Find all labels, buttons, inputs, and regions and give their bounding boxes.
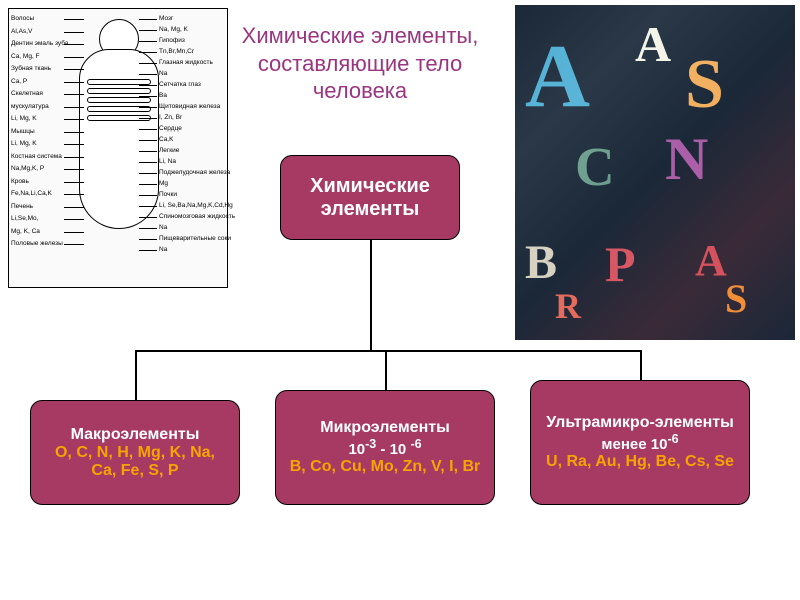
- art-glyph: C: [575, 135, 615, 198]
- anatomy-label: Сердце: [159, 125, 182, 132]
- child-elements: O, C, N, H, Mg, K, Na, Ca, Fe, S, P: [41, 444, 229, 480]
- anatomy-label: Поджелудочная железа: [159, 169, 230, 176]
- anatomy-label: Li, Mg, K: [11, 115, 37, 122]
- root-label: Химические элементы: [291, 175, 449, 221]
- anatomy-label: Al,As,V: [11, 28, 32, 35]
- art-glyph: B: [525, 235, 557, 290]
- root-node: Химические элементы: [280, 155, 460, 240]
- child-heading: Макроэлементы: [71, 426, 200, 444]
- anatomy-label: Печень: [11, 203, 33, 210]
- anatomy-label: Дентин эмаль зуба: [11, 40, 68, 47]
- anatomy-label: Волосы: [11, 15, 34, 22]
- anatomy-label: Зубная ткань: [11, 65, 51, 72]
- art-panel: ASACNBPARS: [515, 5, 795, 340]
- anatomy-label: Na: [159, 224, 167, 231]
- child-heading: Микроэлементы: [320, 419, 449, 437]
- art-glyph: S: [685, 45, 724, 125]
- anatomy-label: Пищеварительные соки: [159, 235, 231, 242]
- anatomy-label: Легкие: [159, 147, 179, 154]
- anatomy-label: Мозг: [159, 15, 173, 22]
- art-glyph: S: [725, 275, 747, 322]
- connector-drop: [640, 350, 642, 380]
- anatomy-label: Tn,Br,Mn,Cr: [159, 48, 194, 55]
- child-elements: B, Co, Cu, Mo, Zn, V, I, Br: [290, 458, 481, 476]
- anatomy-label: мускулатура: [11, 103, 49, 110]
- anatomy-label: Ca, P: [11, 78, 27, 85]
- connector-drop: [135, 350, 137, 400]
- child-range: 10-3 - 10 -6: [348, 437, 421, 458]
- connector-drop: [385, 350, 387, 390]
- anatomy-label: Сетчатка глаз: [159, 81, 201, 88]
- anatomy-label: Na,Mg,K, P: [11, 165, 44, 172]
- child-elements: U, Ra, Au, Hg, Be, Cs, Se: [546, 453, 734, 471]
- anatomy-label: Mg, K, Ca: [11, 228, 40, 235]
- art-glyph: R: [555, 285, 581, 327]
- anatomy-label: Кровь: [11, 178, 29, 185]
- anatomy-label: Глазная жидкость: [159, 59, 213, 66]
- anatomy-label: I, Zn, Br: [159, 114, 182, 121]
- anatomy-label: Гипофиз: [159, 37, 185, 44]
- anatomy-label: Li,Se,Mo,: [11, 215, 38, 222]
- child-range: менее 10-6: [601, 432, 678, 453]
- anatomy-label: Na: [159, 246, 167, 253]
- anatomy-label: Щитовидная железа: [159, 103, 220, 110]
- connector-trunk: [370, 240, 372, 350]
- page-title: Химические элементы, составляющие тело ч…: [230, 22, 490, 105]
- art-glyph: A: [635, 15, 671, 73]
- anatomy-label: Спиномозговая жидкость: [159, 213, 235, 220]
- anatomy-label: Li, Se,Ba,Na,Mg,K,Cd,Hg: [159, 202, 233, 209]
- anatomy-label: Ca,K: [159, 136, 173, 143]
- anatomy-label: Na, Mg, K: [159, 26, 188, 33]
- anatomy-label: Ba: [159, 92, 167, 99]
- art-glyph: N: [665, 125, 708, 194]
- art-glyph: A: [525, 25, 590, 128]
- anatomy-label: Na: [159, 70, 167, 77]
- child-node-micro: Микроэлементы 10-3 - 10 -6 B, Co, Cu, Mo…: [275, 390, 495, 505]
- art-glyph: P: [605, 235, 636, 293]
- anatomy-label: Костная система: [11, 153, 62, 160]
- anatomy-label: Fe,Na,Li,Ca,K: [11, 190, 52, 197]
- child-node-macro: Макроэлементы O, C, N, H, Mg, K, Na, Ca,…: [30, 400, 240, 505]
- anatomy-illustration: Волосы Al,As,V Дентин эмаль зуба Ca, Mg, F З…: [8, 8, 228, 288]
- anatomy-label: Mg: [159, 180, 168, 187]
- child-node-ultramicro: Ультрамикро-элементы менее 10-6 U, Ra, A…: [530, 380, 750, 505]
- anatomy-label: Li, Na: [159, 158, 176, 165]
- anatomy-label: Мышцы: [11, 128, 35, 135]
- child-heading: Ультрамикро-элементы: [546, 414, 734, 432]
- anatomy-label: Li, Mg, K: [11, 140, 37, 147]
- connector-hbar: [135, 350, 640, 352]
- art-glyph: A: [695, 235, 727, 286]
- anatomy-label: Почки: [159, 191, 177, 198]
- anatomy-label: Половые железы: [11, 240, 63, 247]
- anatomy-label: Ca, Mg, F: [11, 53, 40, 60]
- anatomy-label: Скелетная: [11, 90, 43, 97]
